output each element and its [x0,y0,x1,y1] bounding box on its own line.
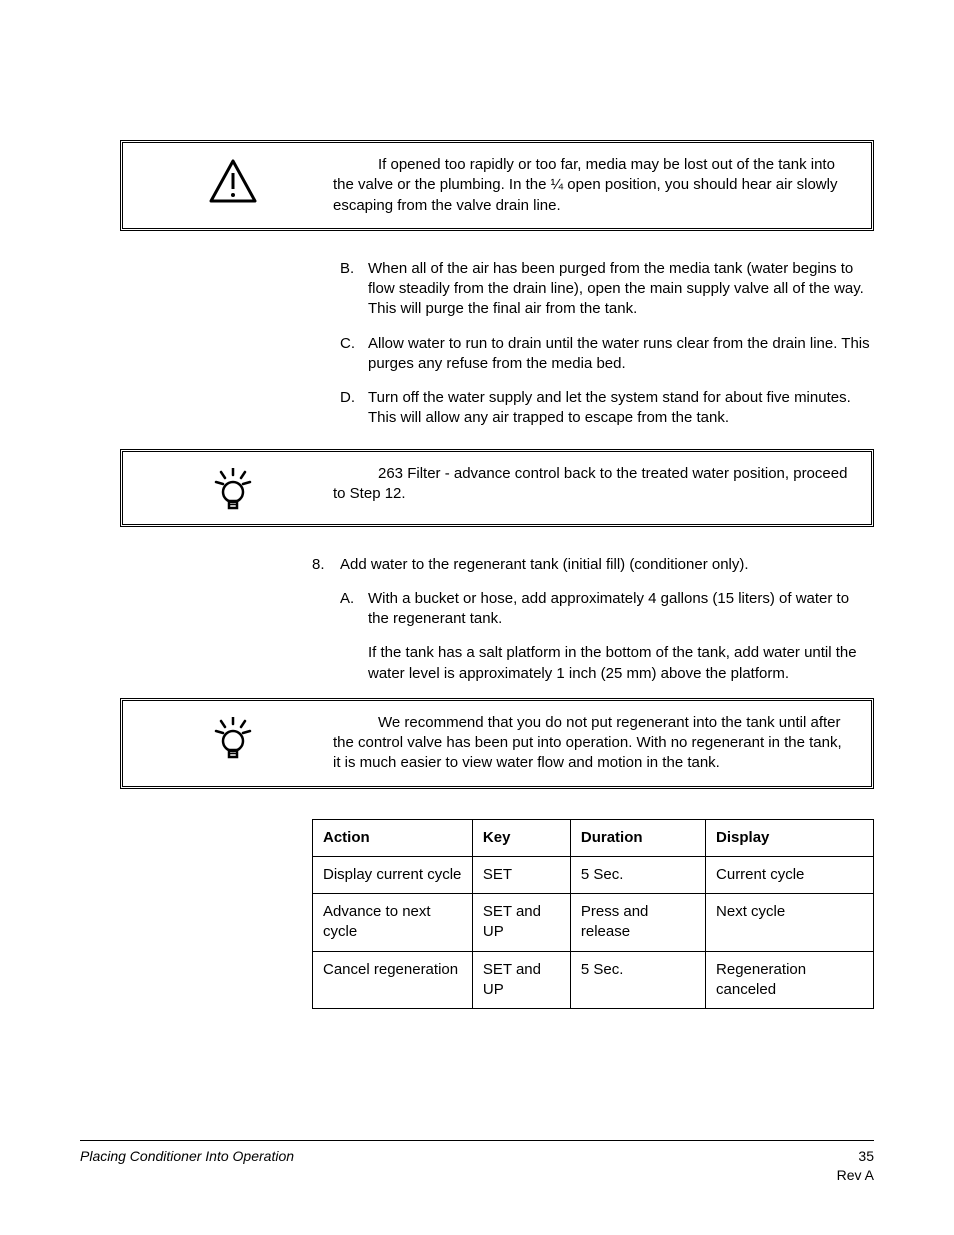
step-c-text: Allow water to run to drain until the wa… [368,334,874,375]
table-row: Advance to next cycle SET and UP Press a… [313,894,874,952]
th-display: Display [706,819,874,856]
content-area: If opened too rapidly or too far, media … [80,140,874,1009]
footer-page-info: 35 Rev A [837,1147,874,1185]
th-key: Key [472,819,570,856]
step-8a-marker: A. [340,589,368,630]
step-d: D. Turn off the water supply and let the… [340,388,874,429]
cell-duration: Press and release [570,894,705,952]
lightbulb-icon [133,713,333,761]
step-c: C. Allow water to run to drain until the… [340,334,874,375]
step-8-marker: 8. [312,555,340,575]
page: If opened too rapidly or too far, media … [0,0,954,1235]
cell-key: SET [472,856,570,893]
cell-action: Advance to next cycle [313,894,473,952]
cell-duration: 5 Sec. [570,856,705,893]
table-wrap: Action Key Duration Display Display curr… [312,819,874,1010]
steps-bcd: B. When all of the air has been purged f… [340,259,874,429]
cell-action: Display current cycle [313,856,473,893]
step-8a-text: With a bucket or hose, add approximately… [368,589,874,630]
th-duration: Duration [570,819,705,856]
table-row: Cancel regeneration SET and UP 5 Sec. Re… [313,951,874,1009]
step-8a: A. With a bucket or hose, add approximat… [340,589,874,630]
footer-page-number: 35 [858,1148,874,1164]
cell-duration: 5 Sec. [570,951,705,1009]
step-8-para: If the tank has a salt platform in the b… [368,643,874,684]
step-c-marker: C. [340,334,368,375]
cell-display: Next cycle [706,894,874,952]
lightbulb-icon [133,464,333,512]
step-8: 8. Add water to the regenerant tank (ini… [312,555,874,575]
footer-revision: Rev A [837,1167,874,1183]
tip-2-text: We recommend that you do not put regener… [333,713,851,774]
cell-key: SET and UP [472,951,570,1009]
tip-1-text: 263 Filter - advance control back to the… [333,464,851,505]
step-b: B. When all of the air has been purged f… [340,259,874,320]
th-action: Action [313,819,473,856]
tip-callout-2: We recommend that you do not put regener… [120,698,874,789]
table-row: Display current cycle SET 5 Sec. Current… [313,856,874,893]
warning-text: If opened too rapidly or too far, media … [333,155,851,216]
footer-section-title: Placing Conditioner Into Operation [80,1147,294,1185]
step-b-text: When all of the air has been purged from… [368,259,874,320]
step-b-marker: B. [340,259,368,320]
step-8-text: Add water to the regenerant tank (initia… [340,555,749,575]
cell-action: Cancel regeneration [313,951,473,1009]
step-d-marker: D. [340,388,368,429]
cell-display: Regeneration canceled [706,951,874,1009]
tip-callout-1: 263 Filter - advance control back to the… [120,449,874,527]
warning-icon [133,155,333,203]
warning-callout: If opened too rapidly or too far, media … [120,140,874,231]
cell-display: Current cycle [706,856,874,893]
actions-table: Action Key Duration Display Display curr… [312,819,874,1010]
step-8-block: 8. Add water to the regenerant tank (ini… [312,555,874,684]
table-header-row: Action Key Duration Display [313,819,874,856]
cell-key: SET and UP [472,894,570,952]
step-d-text: Turn off the water supply and let the sy… [368,388,874,429]
page-footer: Placing Conditioner Into Operation 35 Re… [80,1140,874,1185]
